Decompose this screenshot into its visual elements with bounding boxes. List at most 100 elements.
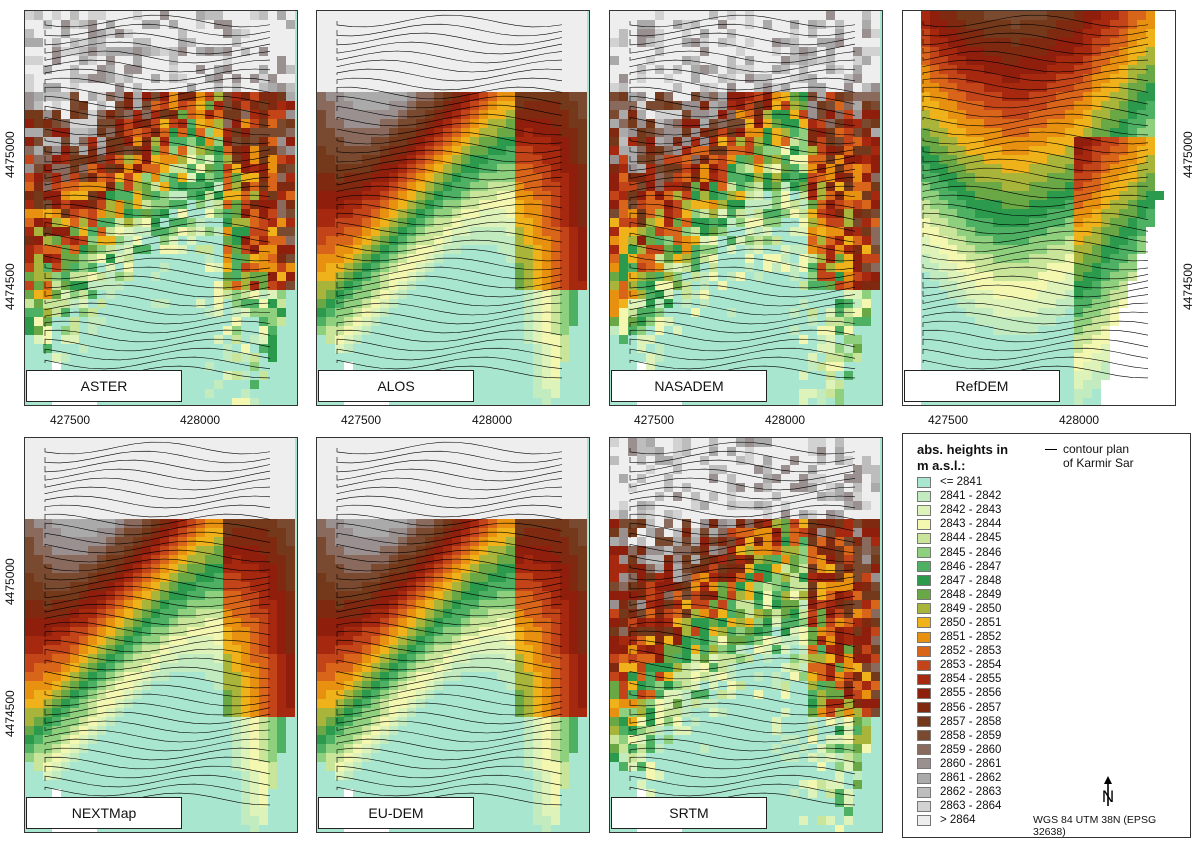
contour-line (629, 648, 856, 662)
contour-line (336, 23, 563, 37)
panel-label-refdem: RefDEM (904, 370, 1060, 402)
contour-line (336, 612, 563, 626)
legend-class-label: 2856 - 2857 (940, 701, 1002, 714)
contour-line (44, 122, 271, 136)
contour-line (336, 441, 563, 455)
legend-class-label: 2849 - 2850 (940, 602, 1002, 615)
contour-line (336, 477, 563, 491)
map-panel-alos: ALOS (316, 10, 590, 406)
contour-line (336, 756, 563, 770)
panel-label-srtm: SRTM (611, 797, 767, 829)
map-frame (609, 10, 883, 406)
legend-swatch (917, 687, 931, 699)
contour-line (44, 450, 271, 464)
legend-class-label: 2850 - 2851 (940, 616, 1002, 629)
contour-line (629, 459, 856, 473)
contour-line (44, 747, 271, 761)
north-label: N (1102, 787, 1114, 806)
contour-line (44, 293, 271, 307)
contour-line (336, 122, 563, 136)
contour-line (629, 239, 856, 253)
map-legend: abs. heights in m a.s.l.: contour plan o… (902, 433, 1191, 838)
contour-line (922, 230, 1149, 244)
y-tick-label: 4475000 (1181, 131, 1195, 178)
legend-class-label: 2854 - 2855 (940, 673, 1002, 686)
contour-line (629, 711, 856, 725)
contour-line (922, 329, 1149, 343)
legend-class: 2861 - 2862 (917, 771, 1001, 785)
contour-line (44, 230, 271, 244)
contour-line (629, 495, 856, 509)
contour-line (922, 275, 1149, 289)
legend-swatch (917, 547, 931, 559)
contour-line (629, 68, 856, 82)
legend-class: 2854 - 2855 (917, 672, 1001, 686)
contour-line (336, 576, 563, 590)
contour-line (629, 594, 856, 608)
contour-line (629, 756, 856, 770)
contour-line (922, 239, 1149, 253)
contour-line (44, 459, 271, 473)
contour-line (336, 212, 563, 226)
contour-line (629, 176, 856, 190)
legend-class: 2850 - 2851 (917, 616, 1001, 630)
contour-line (922, 338, 1149, 352)
contour-line (336, 239, 563, 253)
contour-line (336, 729, 563, 743)
legend-class: 2845 - 2846 (917, 545, 1001, 559)
contour-line (44, 495, 271, 509)
contour-line (336, 32, 563, 46)
contour-line (44, 639, 271, 653)
contour-line (336, 68, 563, 82)
contour-line (629, 257, 856, 271)
contour-line (336, 495, 563, 509)
contour-line (336, 450, 563, 464)
legend-class: 2846 - 2847 (917, 560, 1001, 574)
contour-line (44, 783, 271, 797)
contour-line (336, 257, 563, 271)
contour-line (336, 513, 563, 527)
contour-line (336, 531, 563, 545)
contour-line (44, 630, 271, 644)
contour-line (629, 621, 856, 635)
contour-line (336, 693, 563, 707)
panel-label-nextmap: NEXTMap (26, 797, 182, 829)
legend-class-label: 2847 - 2848 (940, 574, 1002, 587)
legend-class-label: 2857 - 2858 (940, 715, 1002, 728)
contour-line (336, 149, 563, 163)
legend-swatch (917, 772, 931, 784)
contour-line (336, 248, 563, 262)
contour-line (336, 468, 563, 482)
legend-swatch (917, 476, 931, 488)
contour-line (922, 293, 1149, 307)
legend-swatch (917, 504, 931, 516)
contour-line (629, 630, 856, 644)
legend-class-label: 2843 - 2844 (940, 518, 1002, 531)
legend-class-label: <= 2841 (940, 476, 983, 489)
legend-class-label: 2863 - 2864 (940, 800, 1002, 813)
legend-class: > 2864 (917, 813, 1001, 827)
legend-class: 2842 - 2843 (917, 503, 1001, 517)
contour-line (336, 747, 563, 761)
contour-line (629, 450, 856, 464)
contour-line (44, 149, 271, 163)
contour-line (336, 59, 563, 73)
contour-line (44, 77, 271, 91)
contour-line (336, 774, 563, 788)
contour-line (629, 540, 856, 554)
y-tick-label: 4474500 (3, 690, 17, 737)
contour-line (629, 783, 856, 797)
contour-line (336, 621, 563, 635)
contour-line (922, 140, 1149, 154)
contour-line (44, 338, 271, 352)
legend-class: 2863 - 2864 (917, 799, 1001, 813)
contour-line (44, 558, 271, 572)
contour-line (336, 675, 563, 689)
legend-class: 2844 - 2845 (917, 531, 1001, 545)
contour-line (629, 167, 856, 181)
contour-line (336, 666, 563, 680)
contour-line (336, 329, 563, 343)
contour-line (336, 684, 563, 698)
contour-line (336, 630, 563, 644)
contour-line (44, 693, 271, 707)
